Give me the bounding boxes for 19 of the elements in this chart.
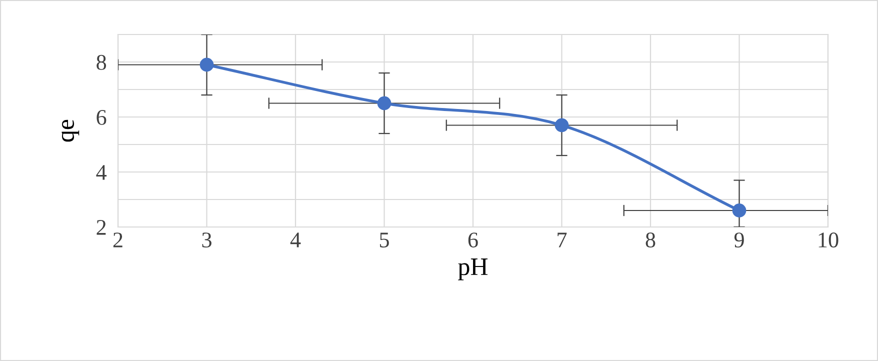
y-tick-label: 4 — [96, 165, 107, 180]
point — [200, 58, 214, 72]
point — [377, 96, 392, 110]
x-tick-label: 7 — [558, 232, 567, 248]
y-tick-label: 2 — [96, 220, 106, 235]
point — [554, 118, 569, 132]
point — [732, 204, 746, 218]
y-tick-label: 6 — [96, 110, 106, 125]
y-axis-title: qe — [62, 120, 80, 142]
x-tick-label: 2 — [113, 232, 122, 248]
x-tick-label: 4 — [290, 232, 301, 248]
x-tick-label: 5 — [380, 232, 389, 248]
y-tick-label: 8 — [96, 54, 106, 70]
x-tick-label: 6 — [468, 232, 478, 248]
x-tick-label: 8 — [646, 232, 656, 248]
x-axis-title: pH — [458, 258, 488, 280]
x-tick-label: 9 — [734, 232, 744, 248]
x-tick-label: 10 — [818, 232, 838, 248]
x-tick-label: 3 — [202, 232, 212, 248]
